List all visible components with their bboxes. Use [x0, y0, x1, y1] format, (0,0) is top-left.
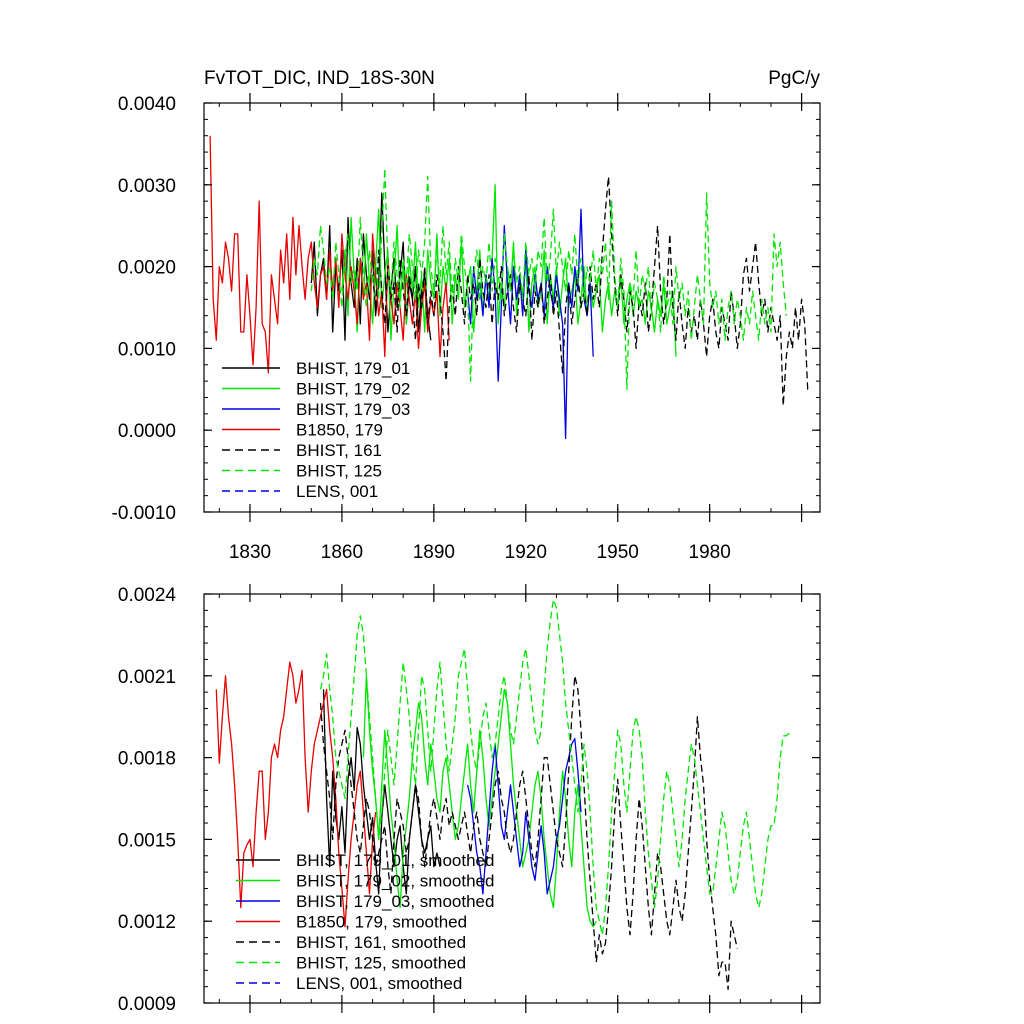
y-tick-label: 0.0021	[118, 667, 176, 688]
y-tick-label: 0.0000	[118, 421, 176, 442]
plot-frame	[203, 593, 821, 1004]
series-line-5	[319, 598, 790, 936]
y-tick-label: 0.0015	[118, 830, 176, 851]
legend-label: B1850, 179, smoothed	[296, 913, 467, 932]
series-line-4	[319, 675, 738, 991]
legend-label: LENS, 001	[296, 482, 378, 501]
legend: BHIST, 179_01, smoothed BHIST, 179_02, sm…	[236, 851, 494, 993]
x-tick-label: 1890	[413, 542, 455, 563]
plot-area	[209, 135, 811, 440]
legend-label: BHIST, 125, smoothed	[296, 954, 466, 973]
y-tick-label: 0.0040	[118, 94, 176, 115]
y-tick-label: 0.0018	[118, 749, 176, 770]
y-tick-label: 0.0012	[118, 912, 176, 933]
chart-panel-bottom: 0.0024 0.0021 0.0018 0.0015 0.0012 0.0009 BHI…	[118, 584, 821, 1015]
legend-label: BHIST, 179_01, smoothed	[296, 851, 494, 870]
y-tick-label: -0.0010	[112, 503, 176, 524]
series-line-4	[371, 175, 811, 407]
axes: 0.0040 0.0030 0.0020 0.0010 0.0000 -0.0010 183…	[112, 93, 821, 563]
y-tick-label: 0.0024	[118, 585, 177, 606]
plot-area	[215, 598, 790, 991]
series-line-2	[466, 208, 594, 440]
y-tick-label: 0.0020	[118, 258, 176, 279]
x-tick-label: 1860	[321, 542, 363, 563]
legend-label: BHIST, 179_03	[296, 400, 410, 419]
axes: 0.0024 0.0021 0.0018 0.0015 0.0012 0.0009	[118, 584, 821, 1015]
x-tick-label: 1830	[229, 542, 271, 563]
chart-units: PgC/y	[768, 68, 820, 89]
x-tick-label: 1980	[689, 542, 731, 563]
y-tick-label: 0.0009	[118, 994, 176, 1015]
series-line-3	[215, 661, 377, 928]
series-line-1	[362, 675, 597, 928]
legend-label: BHIST, 179_03, smoothed	[296, 892, 494, 911]
series-line-5	[310, 167, 787, 390]
legend-label: BHIST, 161, smoothed	[296, 933, 466, 952]
x-tick-label: 1920	[505, 542, 547, 563]
legend-label: BHIST, 179_02	[296, 380, 410, 399]
chart-panel-top: FvTOT_DIC, IND_18S-30N PgC/y 0.0040 0.003…	[112, 68, 821, 563]
y-tick-label: 0.0010	[118, 339, 176, 360]
series-line-3	[209, 135, 450, 374]
legend-label: BHIST, 125	[296, 462, 382, 481]
y-tick-label: 0.0030	[118, 176, 176, 197]
legend-label: BHIST, 179_01	[296, 359, 410, 378]
legend-label: LENS, 001, smoothed	[296, 974, 462, 993]
legend-label: BHIST, 161	[296, 441, 382, 460]
legend-label: BHIST, 179_02, smoothed	[296, 872, 494, 891]
plot-frame	[203, 102, 821, 513]
series-line-1	[341, 184, 677, 357]
legend-label: B1850, 179	[296, 421, 383, 440]
chart-title: FvTOT_DIC, IND_18S-30N	[204, 68, 435, 89]
x-tick-label: 1950	[597, 542, 639, 563]
series-line-2	[466, 737, 582, 895]
